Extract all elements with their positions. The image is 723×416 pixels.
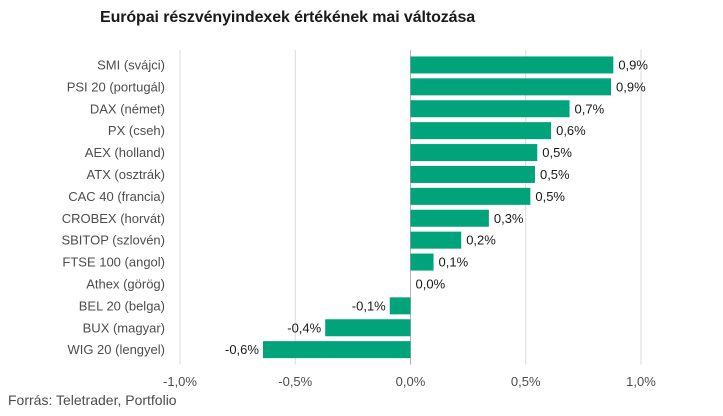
- data-label: 0,6%: [556, 123, 586, 138]
- bar: [410, 231, 462, 249]
- bar: [410, 100, 570, 118]
- data-label: 0,7%: [575, 101, 605, 116]
- x-tick-label: 0,0%: [396, 374, 426, 389]
- x-tick-label: 0,5%: [511, 374, 541, 389]
- bar: [410, 209, 489, 227]
- data-label: -0,4%: [287, 320, 321, 335]
- category-label: SBITOP (szlovén): [61, 233, 165, 248]
- data-label: 0,5%: [540, 167, 570, 182]
- bar: [410, 122, 552, 140]
- bar-layer: [262, 56, 614, 359]
- data-label: 0,5%: [535, 189, 565, 204]
- category-label: ATX (osztrák): [87, 167, 166, 182]
- data-label: 0,1%: [439, 255, 469, 270]
- bar: [410, 165, 535, 183]
- bar: [262, 341, 411, 359]
- bar: [410, 144, 538, 162]
- data-label: -0,6%: [225, 342, 259, 357]
- x-axis-ticks: -1,0% -0,5% 0,0% 0,5% 1,0%: [163, 374, 656, 389]
- grid-layer: [179, 50, 642, 365]
- bar: [410, 56, 614, 74]
- category-label: AEX (holland): [85, 145, 165, 160]
- category-label: FTSE 100 (angol): [62, 255, 165, 270]
- source-note: Forrás: Teletrader, Portfolio: [8, 392, 177, 408]
- category-label: SMI (svájci): [97, 57, 165, 72]
- data-label: 0,0%: [416, 276, 446, 291]
- category-label: WIG 20 (lengyel): [67, 342, 165, 357]
- bar: [325, 319, 411, 337]
- category-label: PSI 20 (portugál): [67, 79, 165, 94]
- category-label: CAC 40 (francia): [68, 189, 165, 204]
- data-label: 0,9%: [616, 79, 646, 94]
- label-layer: SMI (svájci) 0,9% PSI 20 (portugál) 0,9% DAX…: [61, 57, 648, 357]
- x-tick-label: -0,5%: [278, 374, 312, 389]
- chart-title: Európai részvényindexek értékének mai vá…: [100, 9, 476, 26]
- category-label: PX (cseh): [108, 123, 165, 138]
- category-label: CROBEX (horvát): [62, 211, 165, 226]
- data-label: -0,1%: [352, 298, 386, 313]
- bar: [410, 253, 434, 271]
- bar: [410, 187, 531, 205]
- category-label: BEL 20 (belga): [79, 298, 165, 313]
- data-label: 0,3%: [494, 211, 524, 226]
- data-label: 0,2%: [466, 233, 496, 248]
- data-label: 0,9%: [618, 57, 648, 72]
- data-label: 0,5%: [542, 145, 572, 160]
- x-tick-label: -1,0%: [163, 374, 197, 389]
- category-label: DAX (német): [90, 101, 165, 116]
- category-label: Athex (görög): [86, 276, 165, 291]
- bar: [410, 78, 612, 96]
- category-label: BUX (magyar): [83, 320, 165, 335]
- bar: [389, 297, 411, 315]
- x-tick-label: 1,0%: [626, 374, 656, 389]
